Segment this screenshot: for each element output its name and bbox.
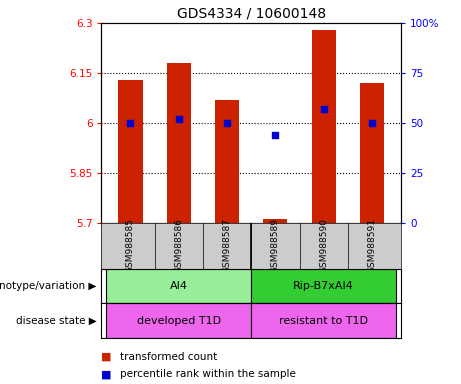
Point [127, 120, 134, 126]
Bar [251, 269, 396, 303]
Point [175, 116, 183, 122]
Text: AI4: AI4 [170, 281, 188, 291]
Title: GDS4334 / 10600148: GDS4334 / 10600148 [177, 7, 326, 20]
Point [224, 120, 231, 126]
Point [368, 120, 376, 126]
Bar [118, 79, 142, 223]
Text: transformed count: transformed count [120, 352, 217, 362]
Bar [251, 303, 396, 338]
Bar [106, 303, 251, 338]
Text: resistant to T1D: resistant to T1D [279, 316, 368, 326]
Text: GSM988591: GSM988591 [367, 218, 377, 273]
Text: GSM988585: GSM988585 [126, 218, 135, 273]
Text: ■: ■ [101, 369, 112, 379]
Bar [360, 83, 384, 223]
Bar [106, 269, 251, 303]
Point [272, 132, 279, 138]
Text: percentile rank within the sample: percentile rank within the sample [120, 369, 296, 379]
Text: Rip-B7xAI4: Rip-B7xAI4 [293, 281, 354, 291]
Text: GSM988587: GSM988587 [223, 218, 231, 273]
Bar [215, 99, 239, 223]
Text: developed T1D: developed T1D [137, 316, 221, 326]
Bar [167, 63, 191, 223]
Text: disease state ▶: disease state ▶ [16, 316, 97, 326]
Text: ■: ■ [101, 352, 112, 362]
Bar [312, 30, 336, 223]
Text: GSM988590: GSM988590 [319, 218, 328, 273]
Bar [263, 219, 288, 223]
Text: genotype/variation ▶: genotype/variation ▶ [0, 281, 97, 291]
Text: GSM988586: GSM988586 [174, 218, 183, 273]
Point [320, 106, 327, 112]
Text: GSM988589: GSM988589 [271, 218, 280, 273]
